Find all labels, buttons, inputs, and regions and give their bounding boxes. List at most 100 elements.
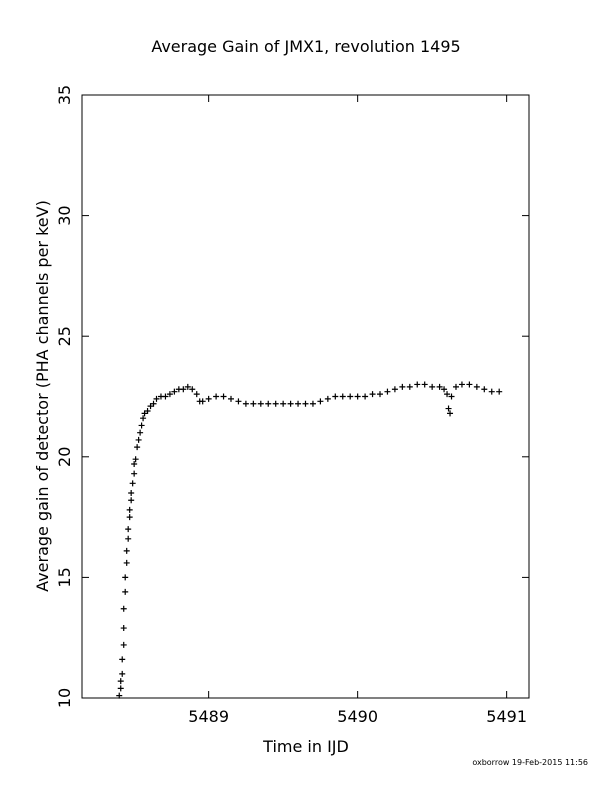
data-point — [347, 393, 354, 400]
data-point — [125, 535, 132, 542]
data-point — [132, 456, 139, 463]
data-point — [317, 398, 324, 405]
data-point — [137, 429, 144, 436]
data-point — [235, 398, 242, 405]
data-point — [119, 656, 126, 663]
data-point — [406, 383, 413, 390]
y-tick-label: 30 — [55, 205, 74, 225]
data-point — [429, 383, 436, 390]
data-point — [120, 641, 127, 648]
y-tick-label: 15 — [55, 567, 74, 587]
data-point — [436, 383, 443, 390]
data-point — [369, 391, 376, 398]
data-point — [129, 480, 136, 487]
chart-title: Average Gain of JMX1, revolution 1495 — [151, 37, 460, 56]
data-point — [302, 400, 309, 407]
data-point — [272, 400, 279, 407]
data-point — [117, 685, 124, 692]
data-point — [180, 386, 187, 393]
data-point — [339, 393, 346, 400]
data-point — [332, 393, 339, 400]
data-point — [242, 400, 249, 407]
data-point — [120, 605, 127, 612]
data-point — [153, 395, 160, 402]
data-point — [481, 386, 488, 393]
data-point — [128, 489, 135, 496]
data-point — [399, 383, 406, 390]
data-point — [116, 692, 123, 699]
data-point — [458, 381, 465, 388]
data-point — [473, 383, 480, 390]
data-point — [138, 422, 145, 429]
x-axis: 5489 5490 5491 — [188, 95, 527, 726]
data-point — [414, 381, 421, 388]
y-axis: 10 15 20 25 30 35 — [55, 85, 529, 708]
x-tick-label: 5491 — [486, 707, 527, 726]
data-point — [466, 381, 473, 388]
footer-stamp: oxborrow 19-Feb-2015 11:56 — [472, 758, 588, 767]
x-tick-label: 5489 — [188, 707, 229, 726]
data-point — [189, 386, 196, 393]
data-point — [123, 559, 130, 566]
data-point — [122, 574, 129, 581]
data-point — [131, 461, 138, 468]
data-point — [324, 395, 331, 402]
data-point — [445, 405, 452, 412]
y-tick-label: 35 — [55, 85, 74, 105]
plot-area — [81, 94, 530, 699]
data-point — [184, 383, 191, 390]
data-point — [250, 400, 257, 407]
data-point — [228, 395, 234, 402]
data-point — [205, 395, 212, 402]
data-point — [280, 400, 287, 407]
data-point — [309, 400, 316, 407]
data-point — [295, 400, 302, 407]
data-point — [447, 410, 454, 417]
data-point — [448, 393, 455, 400]
data-point — [488, 388, 495, 395]
y-axis-label: Average gain of detector (PHA channels p… — [33, 200, 52, 592]
x-axis-label: Time in IJD — [262, 737, 349, 756]
data-point — [134, 444, 141, 451]
data-point — [421, 381, 428, 388]
data-point — [123, 547, 130, 554]
data-point — [135, 436, 142, 443]
data-point — [128, 497, 135, 504]
data-point — [452, 383, 459, 390]
data-point — [140, 415, 147, 422]
data-point — [144, 407, 151, 414]
data-point — [220, 393, 227, 400]
y-tick-label: 20 — [55, 447, 74, 467]
data-point — [117, 678, 124, 685]
data-points — [116, 381, 503, 699]
data-point — [166, 391, 173, 398]
data-point — [362, 393, 369, 400]
data-point — [444, 391, 451, 398]
data-point — [257, 400, 264, 407]
data-point — [199, 398, 206, 405]
data-point — [126, 506, 133, 513]
y-tick-label: 25 — [55, 326, 74, 346]
data-point — [119, 670, 126, 677]
data-point — [120, 625, 127, 632]
data-point — [377, 391, 383, 398]
x-tick-label: 5490 — [337, 707, 378, 726]
data-point — [131, 470, 138, 477]
data-point — [162, 393, 169, 400]
data-point — [287, 400, 294, 407]
y-tick-label: 10 — [55, 688, 74, 708]
data-point — [126, 514, 133, 521]
data-point — [384, 388, 391, 395]
data-point — [496, 388, 503, 395]
data-point — [441, 386, 448, 393]
data-point — [265, 400, 272, 407]
data-point — [391, 386, 398, 393]
data-point — [193, 391, 200, 398]
data-point — [125, 526, 132, 533]
data-point — [171, 388, 178, 395]
data-point — [354, 393, 361, 400]
data-point — [122, 588, 129, 595]
data-point — [213, 393, 220, 400]
data-point — [150, 400, 157, 407]
